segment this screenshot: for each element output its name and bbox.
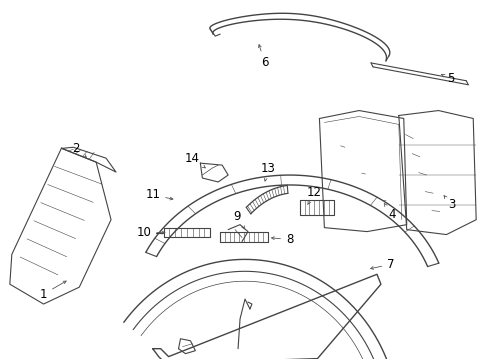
Text: 14: 14 [185,152,205,168]
Text: 10: 10 [136,226,165,239]
Text: 6: 6 [259,45,269,69]
Text: 5: 5 [441,72,454,85]
Text: 11: 11 [145,188,173,201]
Text: 2: 2 [73,142,86,158]
Text: 4: 4 [384,203,395,221]
Text: 9: 9 [233,210,245,229]
Text: 8: 8 [271,233,294,246]
Text: 13: 13 [260,162,275,181]
Text: 12: 12 [307,186,322,204]
Text: 1: 1 [40,281,66,301]
Text: 7: 7 [370,258,394,271]
Text: 3: 3 [444,195,455,211]
